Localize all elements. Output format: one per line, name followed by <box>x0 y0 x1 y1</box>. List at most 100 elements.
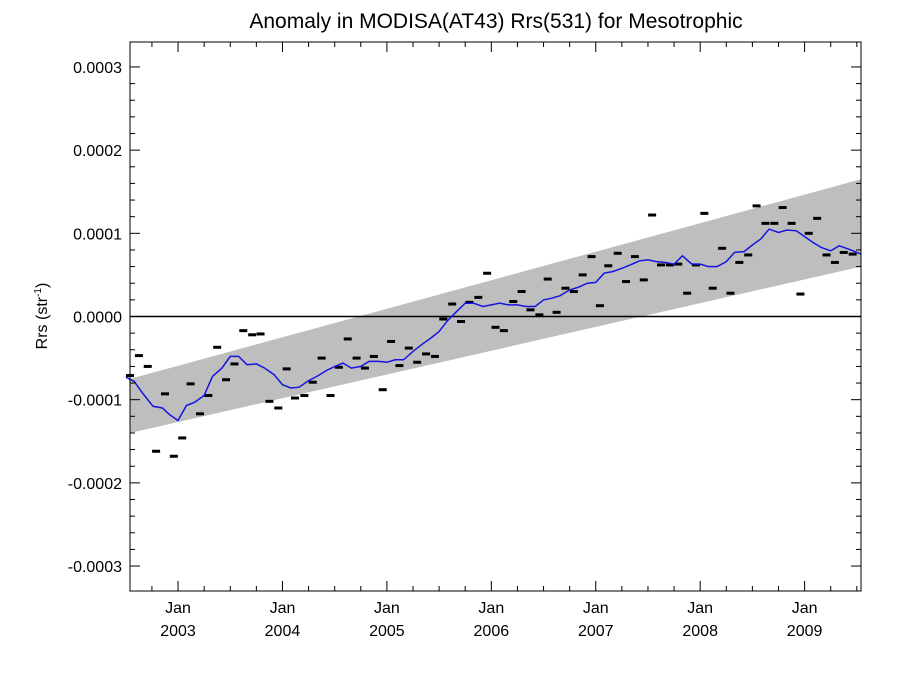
y-tick-label: 0.0003 <box>73 60 122 77</box>
data-point-81 <box>830 260 839 264</box>
data-point-4 <box>160 392 169 396</box>
data-point-35 <box>430 354 439 358</box>
x-tick-label-year: 2004 <box>265 623 301 640</box>
trend-confidence-band <box>130 179 861 433</box>
data-point-37 <box>448 302 457 306</box>
x-tick-label-month: Jan <box>687 600 713 617</box>
y-tick-label: -0.0001 <box>68 393 122 410</box>
data-point-83 <box>848 252 857 256</box>
data-point-25 <box>343 337 352 341</box>
data-point-2 <box>143 364 152 368</box>
x-tick-label-month: Jan <box>165 600 191 617</box>
data-point-36 <box>439 317 448 321</box>
data-point-75 <box>778 206 787 210</box>
data-point-69 <box>726 291 735 295</box>
data-point-45 <box>517 290 526 294</box>
data-point-43 <box>499 329 508 333</box>
data-point-76 <box>787 221 796 225</box>
data-point-64 <box>683 291 692 295</box>
x-tick-label-year: 2008 <box>682 623 718 640</box>
x-tick-label-month: Jan <box>478 600 504 617</box>
data-point-19 <box>290 396 299 400</box>
data-point-56 <box>613 251 622 255</box>
data-point-62 <box>665 263 674 267</box>
anomaly-points <box>126 204 857 458</box>
x-tick-label-year: 2003 <box>160 623 196 640</box>
data-point-13 <box>239 329 248 333</box>
data-point-77 <box>796 292 805 296</box>
data-point-79 <box>813 216 822 220</box>
data-point-82 <box>839 250 848 254</box>
data-point-18 <box>282 367 291 371</box>
data-point-12 <box>230 362 239 366</box>
data-point-26 <box>352 356 361 360</box>
data-point-80 <box>822 253 831 257</box>
data-point-11 <box>222 378 231 382</box>
y-axis-ticks: -0.0003 -0.0002 -0.0001 0.0000 0.0001 0.0002 0… <box>68 60 861 576</box>
data-point-60 <box>648 213 657 217</box>
data-point-49 <box>552 310 561 314</box>
data-point-44 <box>509 300 518 304</box>
plot-area <box>125 179 862 458</box>
y-tick-label: -0.0002 <box>68 476 122 493</box>
data-point-30 <box>387 339 396 343</box>
data-point-8 <box>195 412 204 416</box>
data-point-63 <box>674 262 683 266</box>
x-tick-label-month: Jan <box>583 600 609 617</box>
data-point-41 <box>483 271 492 275</box>
data-point-51 <box>569 290 578 294</box>
data-point-59 <box>639 278 648 282</box>
data-point-74 <box>770 221 779 225</box>
data-point-39 <box>465 300 474 304</box>
data-point-21 <box>308 380 317 384</box>
y-axis-label: Rrs (str-1) <box>33 283 51 350</box>
data-point-38 <box>457 319 466 323</box>
data-point-24 <box>334 365 343 369</box>
y-tick-label: 0.0001 <box>73 226 122 243</box>
data-point-3 <box>152 449 161 453</box>
y-tick-label: 0.0002 <box>73 143 122 160</box>
data-point-73 <box>761 221 770 225</box>
y-axis-label-superscript: -1 <box>33 288 44 297</box>
x-axis-ticks: Jan 2003 Jan 2004 Jan 2005 Jan 2006 Jan 2007 Jan 20… <box>151 42 858 640</box>
data-point-1 <box>134 354 143 358</box>
data-point-55 <box>604 264 613 268</box>
data-point-15 <box>256 332 265 336</box>
data-point-31 <box>395 364 404 368</box>
data-point-22 <box>317 356 326 360</box>
data-point-68 <box>718 246 727 250</box>
data-point-71 <box>744 253 753 257</box>
data-point-7 <box>186 382 195 386</box>
data-point-58 <box>630 255 639 259</box>
data-point-5 <box>169 454 178 458</box>
x-tick-label-year: 2007 <box>578 623 614 640</box>
data-point-28 <box>369 354 378 358</box>
data-point-66 <box>700 211 709 215</box>
data-point-34 <box>422 352 431 356</box>
data-point-57 <box>622 280 631 284</box>
data-point-67 <box>708 286 717 290</box>
data-point-10 <box>213 345 222 349</box>
running-mean-line <box>125 228 862 422</box>
data-point-52 <box>578 273 587 277</box>
y-axis-label-close: ) <box>34 283 51 288</box>
y-tick-label: -0.0003 <box>68 559 122 576</box>
data-point-16 <box>265 399 274 403</box>
data-point-32 <box>404 346 413 350</box>
x-tick-label-month: Jan <box>792 600 818 617</box>
data-point-23 <box>326 394 335 398</box>
data-point-40 <box>474 295 483 299</box>
data-point-65 <box>692 263 701 267</box>
x-tick-label-year: 2006 <box>474 623 510 640</box>
x-tick-label-year: 2009 <box>787 623 823 640</box>
data-point-50 <box>561 286 570 290</box>
x-tick-label-month: Jan <box>270 600 296 617</box>
data-point-46 <box>526 308 535 312</box>
data-point-14 <box>248 333 257 337</box>
data-point-72 <box>752 204 761 208</box>
data-point-17 <box>274 406 283 410</box>
data-point-20 <box>300 394 309 398</box>
data-point-70 <box>735 260 744 264</box>
data-point-9 <box>204 394 213 398</box>
